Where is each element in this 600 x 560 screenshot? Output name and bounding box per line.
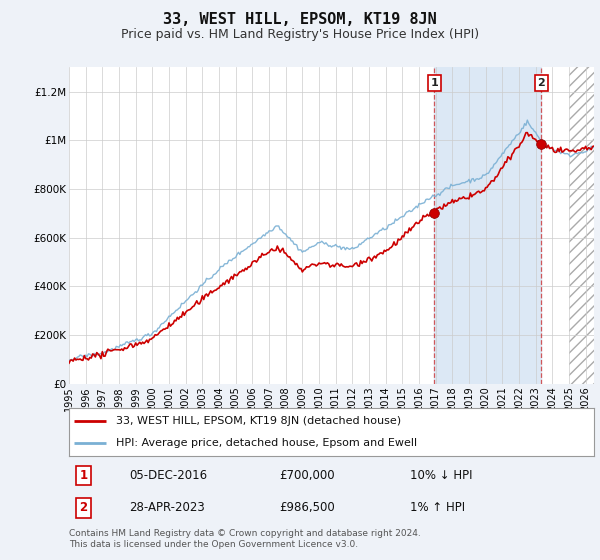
Bar — [569, 67, 594, 384]
Text: 05-DEC-2016: 05-DEC-2016 — [130, 469, 208, 482]
Text: 1: 1 — [430, 78, 438, 88]
Text: Contains HM Land Registry data © Crown copyright and database right 2024.
This d: Contains HM Land Registry data © Crown c… — [69, 529, 421, 549]
Text: 33, WEST HILL, EPSOM, KT19 8JN (detached house): 33, WEST HILL, EPSOM, KT19 8JN (detached… — [116, 416, 401, 426]
Bar — [569, 67, 594, 384]
Text: 10% ↓ HPI: 10% ↓ HPI — [410, 469, 473, 482]
Text: 2: 2 — [537, 78, 545, 88]
Text: HPI: Average price, detached house, Epsom and Ewell: HPI: Average price, detached house, Epso… — [116, 438, 418, 448]
Text: Price paid vs. HM Land Registry's House Price Index (HPI): Price paid vs. HM Land Registry's House … — [121, 28, 479, 41]
Text: 2: 2 — [79, 501, 88, 514]
Text: 28-APR-2023: 28-APR-2023 — [130, 501, 205, 514]
Text: £700,000: £700,000 — [279, 469, 335, 482]
Text: 1% ↑ HPI: 1% ↑ HPI — [410, 501, 466, 514]
Text: 33, WEST HILL, EPSOM, KT19 8JN: 33, WEST HILL, EPSOM, KT19 8JN — [163, 12, 437, 27]
Bar — [434, 67, 541, 384]
Text: £986,500: £986,500 — [279, 501, 335, 514]
Text: 1: 1 — [79, 469, 88, 482]
